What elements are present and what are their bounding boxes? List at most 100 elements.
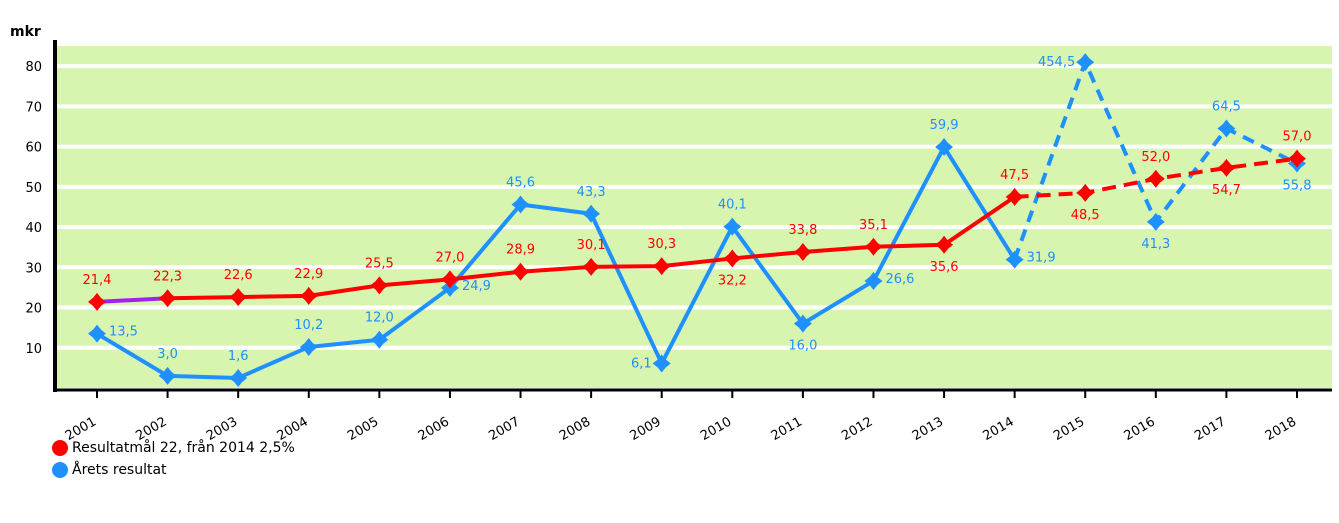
data-label-result: 64,5 <box>1212 99 1241 114</box>
data-label-result: 45,6 <box>506 176 535 191</box>
marker-result <box>582 204 601 223</box>
y-tick-label: 10 <box>25 342 42 357</box>
data-label-result: 6,1 <box>631 356 652 371</box>
marker-target <box>229 288 248 307</box>
marker-result <box>1146 212 1165 231</box>
x-tick-label: 2017 <box>1192 414 1228 444</box>
marker-target <box>935 235 954 254</box>
data-label-result: 16,0 <box>788 339 817 354</box>
data-label-target: 28,9 <box>506 243 535 258</box>
data-label-target: 30,1 <box>577 238 606 253</box>
marker-target <box>1217 158 1236 177</box>
marker-target <box>652 257 671 276</box>
x-tick-label: 2018 <box>1263 414 1299 444</box>
marker-target <box>864 237 883 256</box>
marker-target <box>723 249 742 268</box>
y-tick-label: 80 <box>25 60 42 75</box>
marker-result <box>511 195 530 214</box>
marker-target <box>1288 149 1306 168</box>
y-tick-label: 40 <box>25 221 42 236</box>
data-label-result: 3,0 <box>157 347 178 362</box>
marker-result <box>652 354 671 373</box>
legend-item-target: Resultatmål 22, från 2014 2,5% <box>52 440 295 456</box>
series-line-result-solid <box>95 144 1017 380</box>
marker-result <box>1005 250 1024 269</box>
marker-result <box>88 324 106 343</box>
series-line-target-first <box>96 296 168 304</box>
data-label-target: 35,6 <box>930 260 959 275</box>
x-tick-label: 2016 <box>1122 414 1158 444</box>
marker-target <box>299 286 318 305</box>
legend-label-target: Resultatmål 22, från 2014 2,5% <box>72 440 295 456</box>
x-tick-label: 2005 <box>345 414 381 444</box>
marker-result <box>793 314 812 333</box>
x-tick-label: 2014 <box>980 414 1016 444</box>
legend-label-result: Årets resultat <box>72 462 167 478</box>
legend-swatch-blue <box>52 462 68 478</box>
legend-swatch-red <box>52 440 68 456</box>
x-tick-label: 2010 <box>698 414 734 444</box>
marker-target <box>793 243 812 262</box>
data-label-target: 33,8 <box>788 223 817 238</box>
x-tick-label: 2012 <box>839 414 875 444</box>
y-tick-label: 50 <box>25 181 42 196</box>
data-label-target: 21,4 <box>83 273 112 288</box>
data-label-result: 13,5 <box>109 325 138 340</box>
data-label-result: 454,5 <box>1038 55 1075 70</box>
data-label-result: 12,0 <box>365 311 394 326</box>
data-label-result: 40,1 <box>718 198 747 213</box>
marker-result <box>1076 53 1095 72</box>
data-label-target: 47,5 <box>1000 168 1029 183</box>
data-label-target: 30,3 <box>647 237 676 252</box>
marker-result <box>229 368 248 387</box>
data-label-result: 10,2 <box>294 318 323 333</box>
marker-target <box>440 270 459 289</box>
data-label-result: 1,6 <box>228 349 249 364</box>
data-label-target: 22,9 <box>294 267 323 282</box>
marker-target <box>511 262 530 281</box>
data-label-target: 27,0 <box>435 250 464 265</box>
marker-target <box>88 292 106 311</box>
data-label-target: 54,7 <box>1212 183 1241 198</box>
x-tick-label: 2007 <box>486 414 522 444</box>
data-label-target: 35,1 <box>859 218 888 233</box>
data-label-result: 31,9 <box>1027 251 1056 266</box>
x-tick-label: 2009 <box>628 414 664 444</box>
marker-target <box>158 289 177 308</box>
data-label-result: 55,8 <box>1283 178 1312 193</box>
marker-result <box>1217 119 1236 138</box>
data-label-result: 41,3 <box>1141 237 1170 252</box>
x-tick-label: 2013 <box>910 414 946 444</box>
data-label-target: 57,0 <box>1283 130 1312 145</box>
data-label-target: 32,2 <box>718 273 747 288</box>
x-tick-label: 2011 <box>769 414 805 444</box>
marker-result <box>723 217 742 236</box>
marker-target <box>370 276 389 295</box>
y-tick-label: 60 <box>25 141 42 156</box>
data-label-target: 25,5 <box>365 256 394 271</box>
data-label-target: 22,3 <box>153 269 182 284</box>
data-label-result: 43,3 <box>577 185 606 200</box>
data-label-target: 48,5 <box>1071 208 1100 223</box>
data-label-result: 59,9 <box>930 118 959 133</box>
marker-result <box>935 137 954 156</box>
marker-target <box>1146 169 1165 188</box>
data-label-target: 22,6 <box>224 268 253 283</box>
x-tick-label: 2008 <box>557 414 593 444</box>
marker-target <box>582 257 601 276</box>
legend-item-result: Årets resultat <box>52 462 167 478</box>
x-tick-label: 2006 <box>416 414 452 444</box>
y-tick-label: 30 <box>25 261 42 276</box>
marker-target <box>1076 183 1095 202</box>
data-label-result: 24,9 <box>462 279 491 294</box>
marker-result <box>299 337 318 356</box>
marker-result <box>158 366 177 385</box>
y-tick-label: 20 <box>25 302 42 317</box>
data-label-target: 52,0 <box>1141 150 1170 165</box>
data-label-result: 26,6 <box>885 272 914 287</box>
marker-result <box>864 271 883 290</box>
y-tick-label: 70 <box>25 100 42 115</box>
x-tick-label: 2015 <box>1051 414 1087 444</box>
marker-result <box>370 330 389 349</box>
